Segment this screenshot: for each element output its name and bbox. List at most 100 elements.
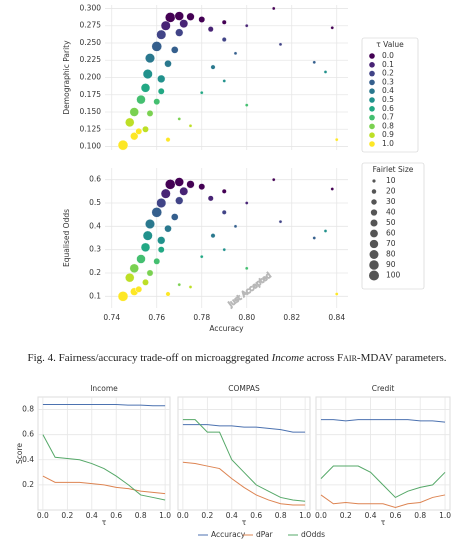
series-line <box>42 475 166 495</box>
y-tick-label: 0.175 <box>80 90 102 99</box>
series-line <box>182 424 306 433</box>
point <box>334 292 339 296</box>
x-tick-label: 0.82 <box>283 313 300 322</box>
y-tick-label: 0.2 <box>89 268 101 277</box>
legend-label: 0.4 <box>382 86 394 95</box>
y-tick-label: 0.4 <box>22 455 34 464</box>
legend-label: Accuracy <box>211 530 246 539</box>
figure-caption: Fig. 4. Fairness/accuracy trade-off on m… <box>27 352 446 364</box>
legend-label: 0.7 <box>382 113 394 122</box>
point <box>140 83 151 93</box>
y-tick-label: 0.5 <box>89 198 101 207</box>
point <box>323 229 328 233</box>
legend-label: dOdds <box>301 530 325 539</box>
legend-label: dPar <box>256 530 274 539</box>
caption-text: Fairness/accuracy trade-off on microaggr… <box>59 352 270 364</box>
legend-label: 80 <box>386 250 396 259</box>
point <box>221 188 227 194</box>
point <box>129 107 139 117</box>
legend-swatch <box>372 179 376 183</box>
plot-area <box>105 168 348 308</box>
legend-title: Fairlet Size <box>373 165 414 174</box>
x-tick-label: 0.6 <box>250 511 262 520</box>
y-tick-label: 0.225 <box>80 55 102 64</box>
point <box>221 37 227 42</box>
legend-label: 0.9 <box>382 130 394 139</box>
x-tick-label: 0.74 <box>103 313 120 322</box>
point <box>164 59 172 68</box>
point <box>142 230 153 241</box>
point <box>177 117 182 121</box>
legend-label: 0.1 <box>382 60 394 69</box>
point <box>221 209 227 215</box>
legend-label: 0.3 <box>382 77 394 86</box>
point <box>135 285 143 293</box>
x-tick-label: 0.8 <box>414 511 426 520</box>
point <box>165 179 176 190</box>
series-line <box>320 465 446 499</box>
point <box>177 282 182 287</box>
point <box>207 195 214 202</box>
legend-swatch <box>369 123 375 130</box>
y-tick-label: 0.100 <box>80 142 102 151</box>
x-tick-label: 0.84 <box>328 313 345 322</box>
y-tick-label: 0.275 <box>80 21 102 30</box>
point <box>233 51 238 56</box>
legend-swatch <box>369 141 375 147</box>
x-tick-label: 1.0 <box>439 511 451 520</box>
caption-text: parameters. <box>396 352 447 364</box>
point <box>117 291 129 302</box>
y-tick-label: 0.8 <box>22 405 34 414</box>
point <box>171 213 179 221</box>
legend-label: 0.8 <box>382 121 394 130</box>
legend-swatch <box>369 70 375 77</box>
x-tick-label: 0.0 <box>315 511 327 520</box>
point <box>199 254 204 259</box>
point <box>278 219 283 224</box>
point <box>271 177 276 182</box>
series-line <box>42 434 166 501</box>
legend-box <box>361 162 425 290</box>
legend-swatch <box>371 189 377 194</box>
legend-swatch <box>369 114 375 121</box>
point <box>135 127 143 135</box>
x-tick-label: 0.4 <box>365 511 377 520</box>
point <box>145 219 155 229</box>
y-tick-label: 0.6 <box>89 175 101 184</box>
legend-label: 40 <box>386 208 396 217</box>
point <box>129 263 139 274</box>
legend-label: 0.0 <box>382 51 394 60</box>
point <box>199 90 204 95</box>
legend-swatch <box>369 132 375 138</box>
point <box>188 285 193 289</box>
point <box>165 137 171 143</box>
point <box>222 79 227 83</box>
point <box>165 291 171 297</box>
legend-label: 30 <box>386 197 396 206</box>
point <box>186 12 195 21</box>
y-tick-label: 0.125 <box>80 124 102 133</box>
point <box>179 186 189 196</box>
legend-swatch <box>371 199 377 205</box>
x-tick-label: 1.0 <box>299 511 311 520</box>
legend-label: 50 <box>386 218 396 227</box>
legend-swatch <box>369 250 379 259</box>
y-tick-label: 0.6 <box>22 430 34 439</box>
point <box>151 207 162 218</box>
chart-title: Income <box>90 384 118 393</box>
point <box>153 98 161 106</box>
x-tick-label: 0.8 <box>135 511 147 520</box>
point <box>151 41 162 52</box>
legend-swatch <box>369 260 379 270</box>
legend-swatch <box>369 79 375 86</box>
legend-swatch <box>369 88 375 94</box>
point <box>136 94 146 105</box>
point <box>140 242 151 253</box>
point <box>312 236 317 240</box>
point <box>157 87 165 95</box>
legend-label: 20 <box>386 187 396 196</box>
point <box>174 11 184 21</box>
point <box>156 198 167 208</box>
series-line <box>320 419 446 423</box>
